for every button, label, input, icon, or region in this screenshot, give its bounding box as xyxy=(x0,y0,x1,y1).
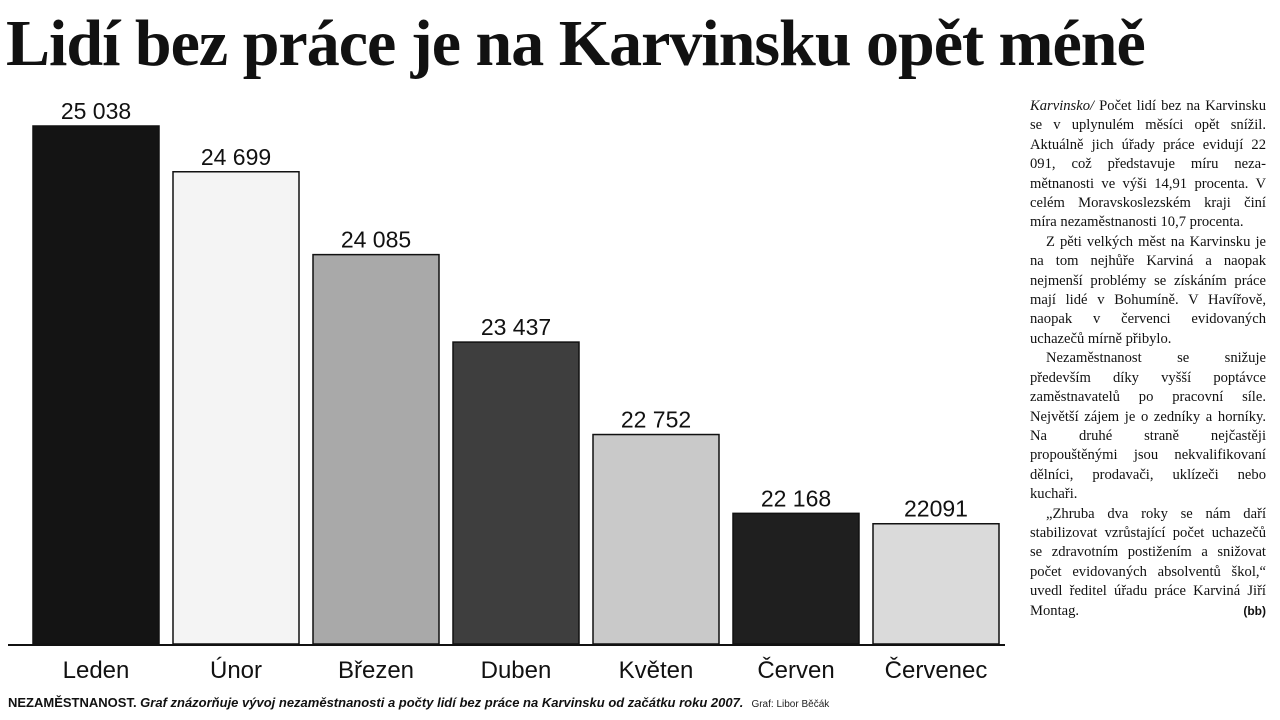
bar-value-label-7: 22091 xyxy=(904,496,968,522)
article-paragraph-3: Nezaměstnanost se snižuje především díky… xyxy=(1030,350,1266,503)
bar-3 xyxy=(312,253,440,645)
bar-6 xyxy=(732,512,860,645)
article-paragraph-1-text: Počet lidí bez na Karvinsku se v uplynul… xyxy=(1030,98,1266,231)
caption-text: Graf znázorňuje vývoj nezaměstnanosti a … xyxy=(136,695,744,710)
article-paragraph-4: „Zhruba dva roky se nám daří stabilizova… xyxy=(1030,505,1266,621)
bar-value-label-5: 22 752 xyxy=(621,407,691,433)
bar-value-label-6: 22 168 xyxy=(761,485,831,511)
category-label-1: Leden xyxy=(63,657,130,684)
bar-5 xyxy=(592,433,720,645)
unemployment-bar-chart: 25 038 Leden 24 699 Únor 24 085 Březen 23 437 D… xyxy=(8,98,1005,684)
article-body: Karvinsko/ Počet lidí bez na Karvinsku s… xyxy=(1030,97,1266,717)
article-paragraph-4-text: „Zhruba dva roky se nám daří stabilizova… xyxy=(1030,505,1266,619)
category-label-2: Únor xyxy=(210,657,262,684)
article-paragraph-1: Karvinsko/ Počet lidí bez na Karvinsku s… xyxy=(1030,97,1266,233)
bar-value-label-2: 24 699 xyxy=(201,144,271,170)
caption-credit: Graf: Libor Běčák xyxy=(751,699,830,710)
category-label-5: Květen xyxy=(619,657,694,684)
category-label-3: Březen xyxy=(338,657,414,684)
bar-value-label-1: 25 038 xyxy=(61,98,131,124)
article-paragraph-2: Z pěti velkých měst na Kar­vinsku je na … xyxy=(1030,233,1266,347)
headline: Lidí bez práce je na Karvinsku opět méně xyxy=(6,7,1146,80)
category-label-7: Červenec xyxy=(885,656,988,684)
category-label-4: Duben xyxy=(481,657,552,684)
article-dateline: Karvinsko/ xyxy=(1030,98,1095,114)
bar-2 xyxy=(172,171,300,645)
bar-7 xyxy=(872,522,1000,645)
bar-1 xyxy=(32,125,160,645)
bar-value-label-3: 24 085 xyxy=(341,227,411,253)
category-label-6: Červen xyxy=(757,656,834,684)
article-signature: (bb) xyxy=(1243,603,1266,618)
bar-4 xyxy=(452,341,580,645)
chart-caption: NEZAMĚSTNANOST. Graf znázorňuje vývoj ne… xyxy=(8,692,1008,714)
caption-lead: NEZAMĚSTNANOST. xyxy=(8,695,137,710)
bar-value-label-4: 23 437 xyxy=(481,314,551,340)
